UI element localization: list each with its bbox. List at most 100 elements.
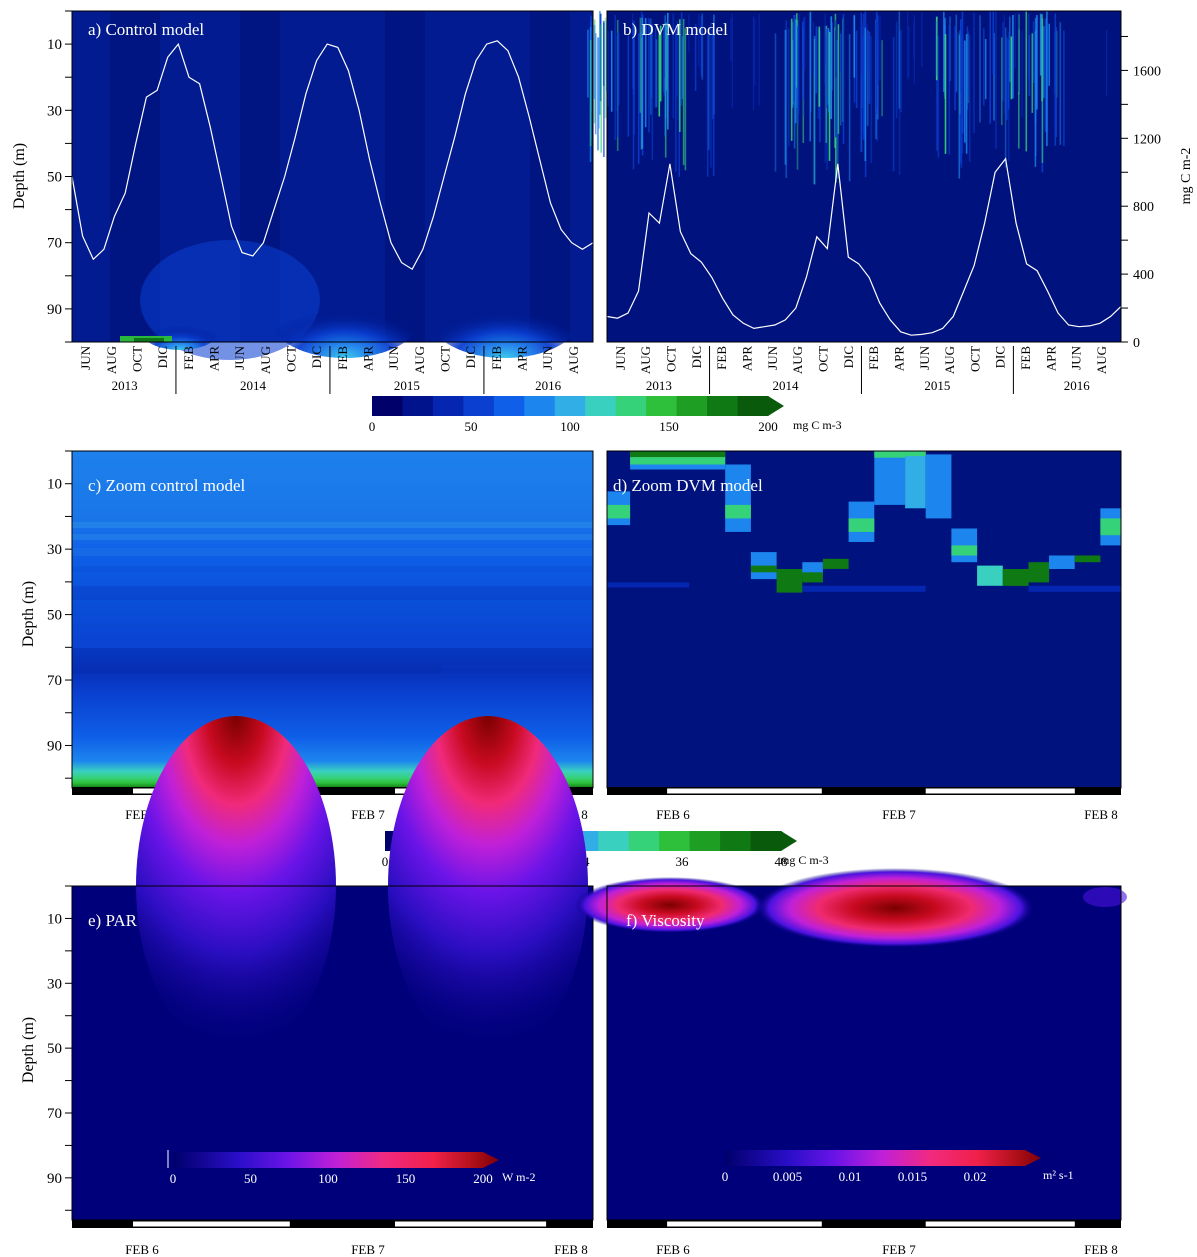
x-date-label: FEB 6 (656, 807, 690, 822)
dvm-streak (1046, 11, 1048, 147)
x-month-label: AUG (104, 346, 119, 374)
colorbar-cell (691, 396, 708, 416)
x-date-label: FEB 8 (1084, 807, 1118, 822)
colorbar-cell (448, 396, 464, 416)
dvm-streak (1017, 12, 1019, 93)
x-month-label: APR (514, 346, 529, 372)
dvm-cell (1100, 518, 1121, 536)
dvm-streak (961, 26, 963, 118)
panel-d: d) Zoom DVM model FEB 6 FEB 7 FEB 8 (606, 450, 1122, 822)
day-segment (925, 788, 1075, 794)
dvm-streak (1007, 32, 1010, 161)
dvm-streak (599, 11, 601, 115)
dvm-streak (895, 21, 898, 119)
dvm-streak (965, 34, 968, 154)
dvm-streak (1021, 30, 1023, 118)
colorbar-cell (585, 396, 602, 416)
y-tick-label: 50 (47, 608, 62, 624)
panel-f: f) Viscosity 0 0.005 0.01 0.015 0.02 m² s-1 F… (575, 868, 1127, 1257)
panel-e-ylabel: Depth (m) (20, 1017, 37, 1083)
x-month-label: DIC (309, 346, 324, 368)
dvm-streak (793, 15, 795, 102)
dvm-streak (957, 32, 960, 94)
x-month-label: AUG (566, 346, 581, 374)
dvm-streak (809, 12, 811, 142)
colorbar-cell (615, 396, 632, 416)
dvm-cell (802, 572, 823, 583)
panel-f-title: f) Viscosity (626, 911, 705, 930)
colorbar-cell (613, 831, 630, 851)
panel-a: 10 30 50 70 90 a) Control model Depth (m) JU… (11, 10, 594, 394)
x-month-label: FEB (866, 346, 881, 370)
x-year-label: 2015 (394, 378, 420, 393)
colorbar-ramp (725, 1150, 1041, 1166)
dvm-streak (1044, 18, 1047, 132)
colorbar-cell (707, 396, 723, 416)
y-tick-label: 10 (47, 477, 62, 493)
y-tick-label: 50 (47, 1041, 62, 1057)
panel-c: 10 30 50 70 90 c) Zoom control model Depth (… (20, 450, 594, 822)
dvm-cell (822, 558, 849, 569)
colorbar-tick-label: 36 (676, 854, 690, 869)
x-year-label: 2014 (773, 378, 800, 393)
dvm-streak (797, 26, 799, 124)
dvm-streak (603, 22, 605, 158)
dvm-cell (951, 528, 978, 563)
dvm-streak (1048, 23, 1050, 86)
dvm-streak (837, 39, 839, 179)
colorbar-tick-label: 0.005 (773, 1169, 802, 1184)
dvm-streak (992, 11, 995, 75)
dvm-cell (925, 454, 952, 519)
colorbar-cell (509, 396, 525, 416)
dvm-streak (639, 17, 642, 113)
panel-e: 10 30 50 70 90 e) PAR Depth (m) 0 50 100 150 200… (20, 716, 594, 1257)
colorbar-tick-label: 0.02 (964, 1169, 987, 1184)
day-segment (925, 1221, 1075, 1227)
dvm-streak (676, 20, 678, 98)
colorbar-cell (539, 396, 556, 416)
dvm-streak (695, 24, 697, 80)
panel-a-line (71, 40, 594, 271)
colorbar-cell (554, 396, 571, 416)
dvm-streak (650, 18, 652, 115)
dvm-streak (597, 37, 599, 151)
dvm-streak (961, 34, 964, 154)
y-tick-label: 50 (47, 170, 62, 186)
dvm-streak (1007, 39, 1010, 110)
dvm-streak (802, 21, 804, 100)
dvm-streak (731, 13, 733, 109)
dvm-streak (804, 16, 806, 71)
dvm-streak (1034, 32, 1037, 167)
colorbar-cell (737, 396, 754, 416)
dvm-cell (630, 456, 726, 465)
panel-d-day-night-bar (607, 787, 1121, 795)
y2-tick-label: 0 (1133, 336, 1140, 351)
dvm-streak (964, 40, 966, 143)
x-month-label: DIC (841, 346, 856, 368)
night-segment (72, 787, 593, 795)
colorbar-1: 0 50 100 150 200 mg C m-3 (369, 396, 842, 434)
dvm-streak (1028, 13, 1030, 79)
colorbar-cell (676, 396, 693, 416)
x-month-label: OCT (129, 346, 144, 372)
x-month-label: JUN (765, 345, 780, 369)
dvm-streak (632, 14, 634, 87)
dvm-streak (633, 33, 636, 136)
dvm-streak (1041, 14, 1043, 102)
dvm-streak (681, 36, 684, 100)
dvm-streak (860, 18, 862, 75)
dvm-streak (835, 21, 837, 78)
x-month-label: JUN (613, 345, 628, 369)
dvm-streak (984, 39, 987, 100)
dvm-streak (827, 29, 830, 113)
dvm-streak (655, 39, 658, 108)
day-segment (667, 1221, 822, 1227)
dvm-streak (602, 20, 605, 86)
dvm-streak (907, 11, 909, 79)
y-tick-label: 90 (47, 1171, 62, 1187)
x-month-label: AUG (638, 346, 653, 374)
panel-f-x-axis: FEB 6 FEB 7 FEB 8 (656, 1242, 1118, 1257)
colorbar-cell (722, 396, 739, 416)
colorbar-arrow (768, 396, 784, 416)
